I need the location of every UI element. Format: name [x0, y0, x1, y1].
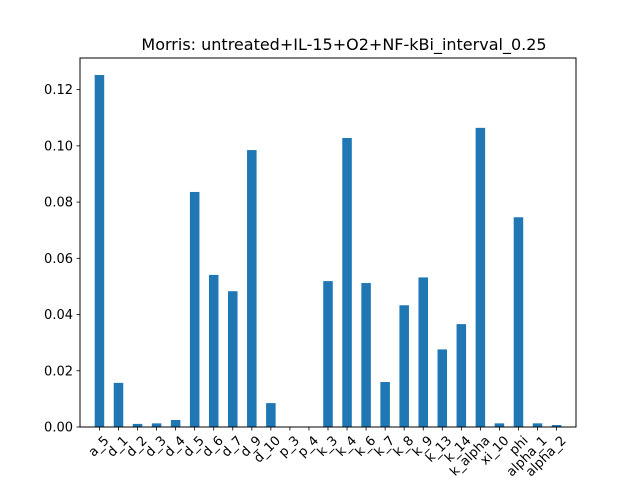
y-tick-label: 0.06 — [44, 252, 73, 267]
y-tick-label: 0.02 — [44, 364, 73, 379]
bars-group — [94, 75, 562, 427]
bar-k-4 — [342, 137, 352, 427]
bar-alpha-1 — [532, 423, 543, 427]
plot-frame — [79, 57, 577, 428]
bar-d-4 — [170, 419, 181, 427]
y-tick-label: 0.04 — [44, 308, 73, 323]
bar-k-14 — [456, 324, 467, 427]
bar-k-alpha — [475, 127, 486, 427]
bar-k-7 — [380, 382, 390, 427]
bar-xi-10 — [494, 423, 505, 427]
bar-d-10 — [266, 403, 276, 427]
bar-alpha-2 — [551, 425, 562, 427]
y-axis: 0.00 0.02 0.04 0.06 0.08 0.10 0.12 — [44, 83, 80, 436]
bar-phi — [513, 217, 524, 427]
bar-k-8 — [399, 305, 409, 427]
bar-d-2 — [132, 423, 143, 427]
bar-d-9 — [247, 150, 257, 427]
bar-k-3 — [323, 281, 333, 427]
y-tick-label: 0.12 — [44, 83, 73, 98]
bar-k-9 — [418, 277, 428, 427]
bar-d-5 — [189, 191, 200, 427]
bar-d-3 — [151, 423, 162, 427]
bar-d-7 — [228, 291, 238, 427]
chart-title: Morris: untreated+IL-15+O2+NF-kBi_interv… — [141, 35, 546, 55]
bar-d-1 — [113, 382, 124, 427]
bar-k-13 — [437, 349, 448, 427]
bar-d-6 — [208, 274, 219, 427]
bar-k-6 — [361, 283, 371, 427]
y-tick-label: 0.00 — [44, 421, 73, 436]
y-tick-label: 0.10 — [44, 139, 73, 154]
x-axis: a_5d_1d_2d_3d_4d_5d_6d_7d_9d_10p_3p_4k_3… — [86, 427, 570, 480]
y-tick-label: 0.08 — [44, 196, 73, 211]
bar-a-5 — [94, 75, 105, 427]
